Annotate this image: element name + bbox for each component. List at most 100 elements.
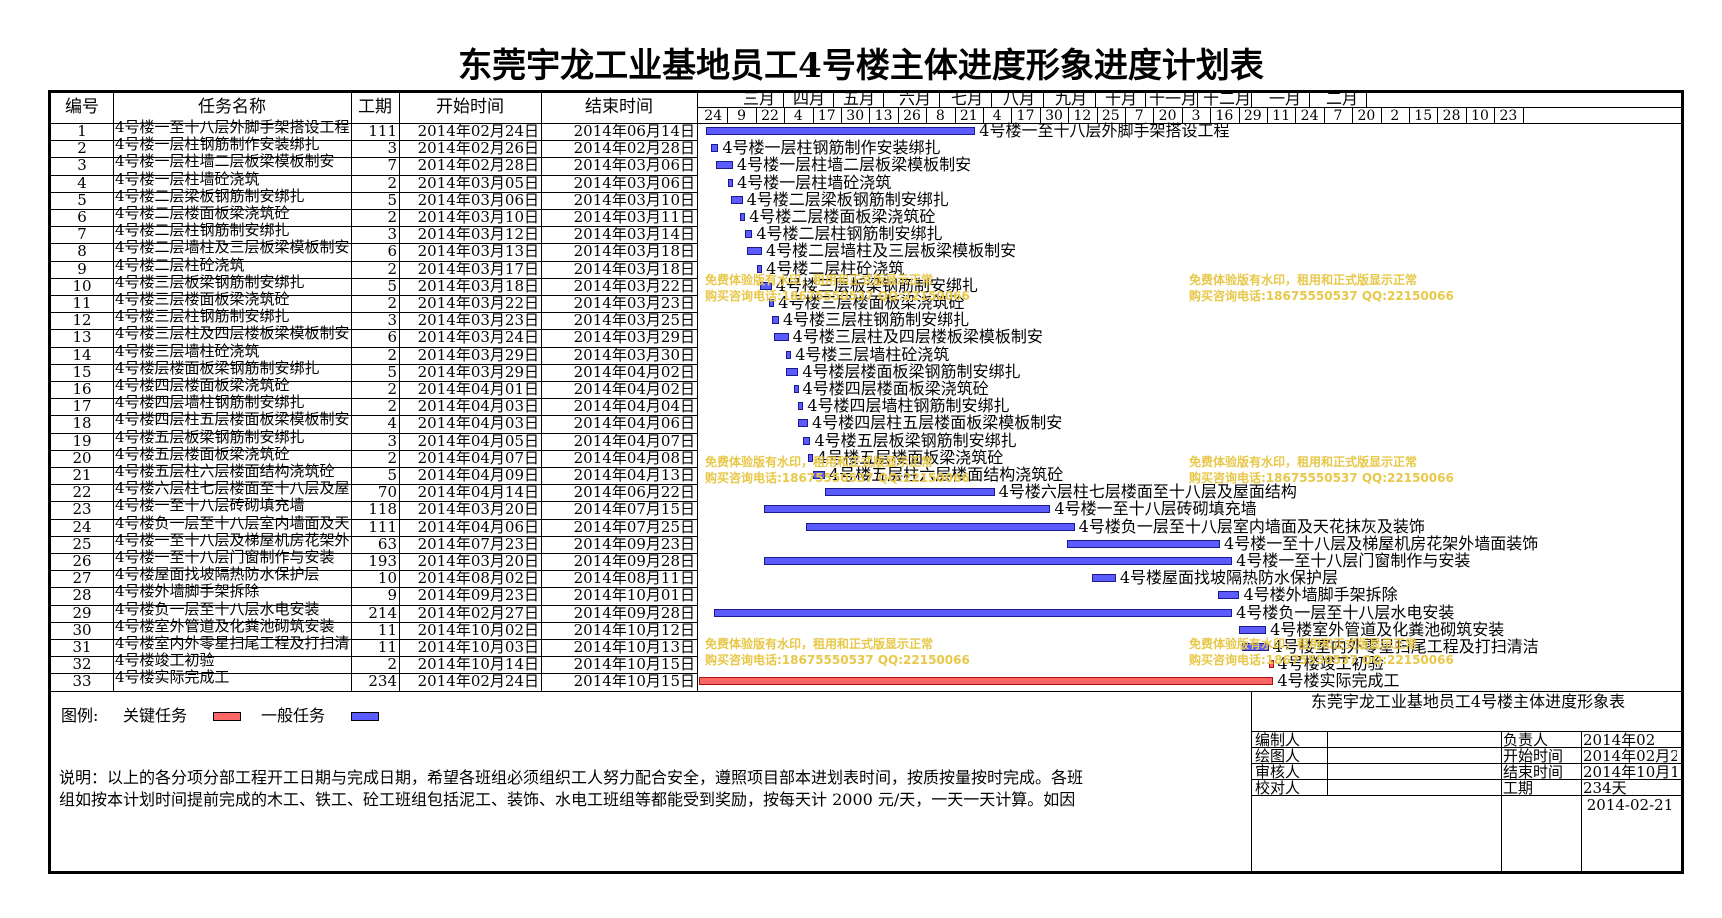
day-label: 7	[1134, 108, 1144, 124]
task-bar[interactable]	[812, 471, 825, 479]
task-bar[interactable]	[825, 488, 995, 497]
task-end: 2014年10月01日	[573, 586, 695, 605]
task-bar[interactable]	[715, 161, 733, 170]
task-bar[interactable]	[759, 281, 772, 290]
task-bar[interactable]	[764, 557, 1233, 565]
task-id: 3	[77, 156, 87, 175]
task-bar[interactable]	[1241, 643, 1269, 651]
task-duration: 234	[368, 672, 397, 691]
task-bar[interactable]	[757, 264, 763, 273]
day-divider	[812, 107, 814, 123]
task-name: 4号楼一至十八层门窗制作与安装	[115, 548, 335, 566]
month-label: 八月	[1002, 89, 1035, 108]
task-bar[interactable]	[764, 505, 1051, 514]
task-end: 2014年03月06日	[573, 173, 695, 192]
day-divider	[1323, 107, 1325, 123]
task-duration: 2	[387, 345, 397, 364]
task-bar[interactable]	[711, 144, 719, 153]
day-divider	[1125, 107, 1126, 123]
row-divider	[51, 329, 697, 331]
task-bar[interactable]	[786, 350, 792, 359]
task-bar[interactable]	[1067, 539, 1221, 548]
day-divider	[1494, 107, 1496, 123]
task-bar[interactable]	[1217, 591, 1240, 600]
task-bar[interactable]	[774, 333, 789, 342]
task-start: 2014年02月26日	[417, 139, 539, 158]
task-id: 28	[72, 586, 92, 605]
column-divider	[113, 93, 114, 691]
task-id: 18	[72, 414, 92, 433]
task-end: 2014年02月28日	[573, 139, 695, 158]
task-end: 2014年03月10日	[573, 190, 695, 209]
day-label: 15	[1414, 108, 1433, 124]
task-bar[interactable]	[1091, 574, 1116, 583]
task-id: 31	[72, 638, 92, 656]
task-bar[interactable]	[1239, 625, 1267, 634]
task-bar[interactable]	[793, 385, 799, 393]
task-name: 4号楼三层板梁钢筋制安绑扎	[115, 272, 305, 291]
infobox-drawer: 绘图人	[1255, 747, 1301, 765]
task-bar[interactable]	[769, 299, 775, 307]
task-bar[interactable]	[805, 522, 1075, 531]
column-divider	[697, 93, 698, 691]
month-label: 九月	[1054, 89, 1087, 108]
task-bar[interactable]	[747, 247, 762, 256]
day-divider	[983, 107, 984, 123]
infobox-title: 东莞宇龙工业基地员工4号楼主体进度形象表	[1310, 692, 1626, 711]
task-name: 4号楼屋面找坡隔热防水保护层	[115, 565, 320, 584]
task-start: 2014年03月17日	[417, 259, 539, 278]
task-end: 2014年04月08日	[573, 448, 695, 467]
day-label: 12	[1073, 108, 1092, 124]
day-label: 13	[874, 108, 893, 124]
day-label: 29	[1243, 108, 1262, 124]
column-divider	[351, 93, 352, 691]
task-id: 12	[72, 311, 92, 330]
task-bar[interactable]	[740, 213, 746, 221]
task-duration: 193	[368, 552, 397, 570]
row-divider	[51, 226, 697, 228]
day-label: 11	[1272, 108, 1291, 124]
task-name: 4号楼四层楼面板梁浇筑砼	[115, 376, 290, 394]
task-end: 2014年06月22日	[573, 483, 695, 502]
task-bar[interactable]	[745, 230, 753, 239]
task-bar[interactable]	[808, 453, 814, 462]
task-bar-label: 4号楼三层柱及四层楼板梁模板制安	[792, 327, 1043, 347]
task-start: 2014年03月22日	[417, 294, 539, 312]
task-id: 27	[72, 569, 92, 588]
critical-task-bar[interactable]	[1268, 660, 1274, 669]
critical-task-bar[interactable]	[699, 677, 1274, 686]
infobox-reviewer: 审核人	[1255, 763, 1301, 781]
month-divider-v	[883, 93, 884, 107]
month-divider-v	[1366, 93, 1367, 107]
day-divider	[1181, 107, 1183, 123]
task-id: 5	[77, 190, 87, 209]
task-bar-label: 4号楼四层楼面板梁浇筑砼	[802, 379, 989, 398]
day-label: 9	[737, 108, 747, 124]
day-label: 22	[761, 108, 779, 124]
row-divider	[51, 656, 697, 658]
task-bar[interactable]	[713, 608, 1233, 617]
task-bar-label: 4号楼六层柱七层楼面至十八层及屋面结构	[998, 482, 1297, 502]
task-bar-label: 4号楼四层柱五层楼面板梁模板制安	[812, 413, 1063, 433]
header-dur: 工期	[358, 97, 392, 117]
task-bar-label: 4号楼二层柱砼浇筑	[766, 258, 905, 278]
task-end: 2014年09月23日	[573, 534, 695, 553]
task-start: 2014年08月02日	[417, 569, 539, 588]
task-bar-label: 4号楼五层柱六层楼面结构浇筑砼	[829, 465, 1064, 484]
month-label: 六月	[898, 89, 931, 108]
task-bar[interactable]	[771, 316, 779, 325]
task-bar-label: 4号楼一层柱墙二层板梁模板制安	[736, 155, 972, 175]
task-name: 4号楼五层板梁钢筋制安绑扎	[115, 427, 305, 446]
task-bar[interactable]	[728, 178, 734, 187]
task-bar[interactable]	[803, 436, 811, 445]
task-end: 2014年04月02日	[573, 380, 695, 398]
task-start: 2014年10月02日	[417, 620, 539, 639]
task-bar[interactable]	[798, 402, 804, 411]
day-divider	[1068, 107, 1070, 123]
task-bar[interactable]	[730, 195, 743, 204]
task-bar[interactable]	[706, 127, 976, 135]
task-id: 29	[72, 603, 92, 622]
task-bar[interactable]	[798, 419, 809, 428]
task-end: 2014年03月18日	[573, 242, 695, 261]
task-bar[interactable]	[786, 367, 799, 376]
